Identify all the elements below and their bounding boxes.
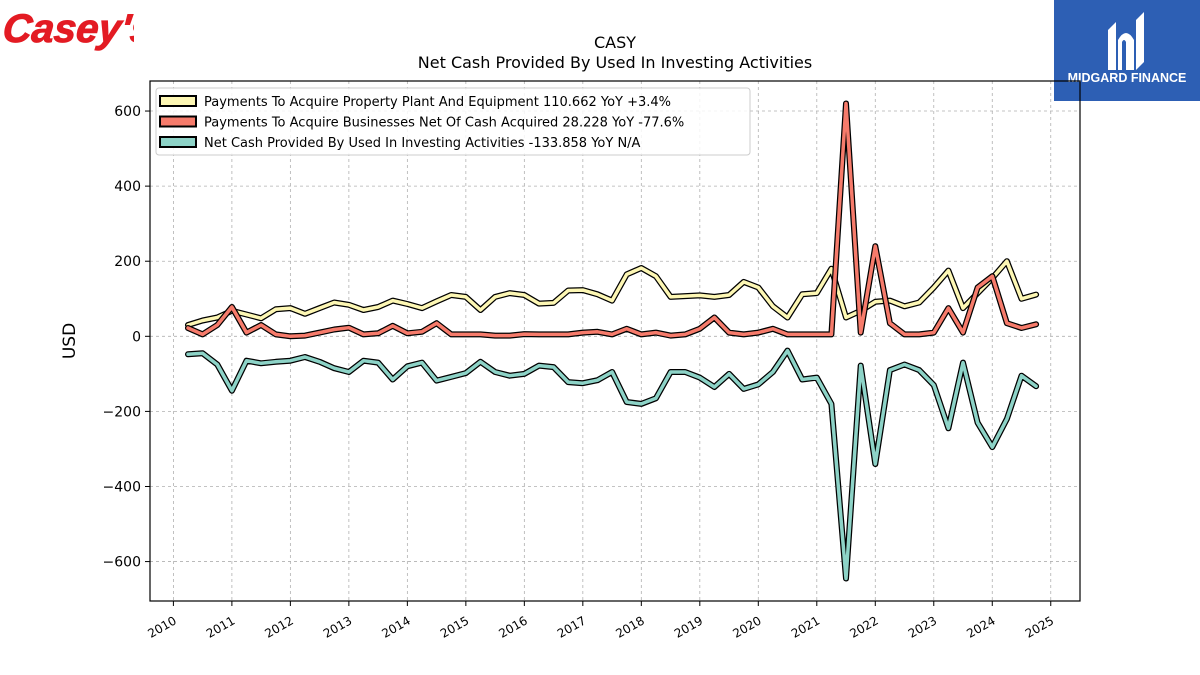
x-tick-label: 2012 — [262, 613, 295, 640]
series-line-outline — [185, 258, 1040, 328]
legend-swatch — [159, 95, 197, 107]
series-lines — [185, 100, 1040, 582]
legend-entry: Net Cash Provided By Used In Investing A… — [204, 136, 641, 151]
y-tick-label: 400 — [114, 179, 141, 195]
legend-entry: Payments To Acquire Businesses Net Of Ca… — [204, 116, 684, 131]
series-line — [186, 348, 1038, 581]
legend-entry: Payments To Acquire Property Plant And E… — [204, 95, 671, 110]
x-tick-label: 2025 — [1023, 613, 1056, 640]
x-tick-label: 2024 — [964, 613, 997, 640]
x-tick-label: 2017 — [555, 613, 588, 640]
x-tick-label: 2013 — [321, 613, 354, 640]
x-tick-label: 2020 — [730, 613, 763, 640]
midgard-finance-logo: MIDGARD FINANCE — [1054, 0, 1200, 101]
y-tick-label: 200 — [114, 254, 141, 270]
midgard-emblem-icon: MIDGARD FINANCE — [1068, 12, 1187, 85]
x-tick-label: 2019 — [672, 613, 705, 640]
y-tick-label: −400 — [103, 479, 141, 495]
legend-box — [155, 87, 751, 156]
x-ticks: 2010 2011 2012 2013 2014 2015 2016 2017 2018 2019… — [145, 601, 1056, 641]
plot-area — [149, 80, 1081, 602]
x-tick-label: 2023 — [906, 613, 939, 640]
legend-swatch — [159, 136, 197, 148]
y-tick-label: −600 — [103, 555, 141, 571]
chart-subtitle: Net Cash Provided By Used In Investing A… — [418, 53, 812, 72]
y-axis-label: USD — [60, 323, 80, 359]
caseys-logo: Casey's — [4, 7, 134, 52]
y-tick-label: 600 — [114, 104, 141, 120]
chart-title: CASY — [594, 33, 636, 52]
x-tick-label: 2021 — [789, 613, 822, 640]
y-ticks: 600 400 200 0 −200 −400 −600 — [103, 104, 150, 571]
series-line — [186, 101, 1038, 339]
y-tick-label: 0 — [132, 329, 141, 345]
x-tick-label: 2022 — [847, 613, 880, 640]
legend: Payments To Acquire Property Plant And E… — [155, 87, 751, 156]
x-tick-label: 2016 — [496, 613, 529, 640]
svg-text:Casey's: Casey's — [4, 7, 134, 51]
svg-text:MIDGARD FINANCE: MIDGARD FINANCE — [1068, 71, 1187, 85]
legend-swatch — [159, 115, 197, 128]
grid — [150, 81, 1080, 601]
x-tick-label: 2014 — [379, 613, 412, 640]
series-line-outline — [185, 347, 1040, 582]
x-tick-label: 2011 — [204, 613, 237, 640]
x-tick-label: 2015 — [438, 613, 471, 640]
x-tick-label: 2010 — [145, 613, 178, 640]
x-tick-label: 2018 — [613, 613, 646, 640]
y-tick-label: −200 — [103, 404, 141, 420]
series-line — [186, 259, 1038, 327]
